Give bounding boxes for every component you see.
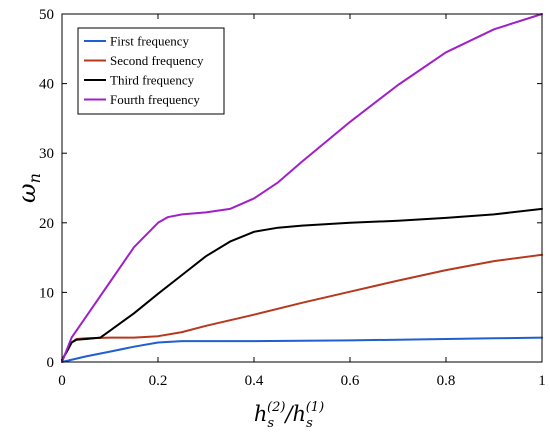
y-tick-label: 0 — [47, 355, 55, 371]
legend-label: Second frequency — [110, 53, 204, 68]
series-line-2 — [61, 253, 543, 361]
y-tick-label: 10 — [39, 285, 54, 301]
x-axis-title: hs(2)/hs(1) — [254, 400, 324, 431]
x-tick-label: 0 — [58, 373, 66, 389]
legend-label: Third frequency — [110, 73, 195, 88]
plot-frame — [61, 13, 543, 363]
x-tick-label: 0.6 — [341, 373, 360, 389]
y-tick-label: 30 — [39, 146, 54, 162]
series-line-3 — [61, 207, 543, 361]
legend-label: First frequency — [110, 34, 190, 49]
x-tick-label: 0.4 — [245, 373, 264, 389]
legend: First frequency Second frequency Third fre… — [77, 27, 225, 115]
series-line-4 — [61, 13, 543, 363]
y-tick-label: 40 — [39, 77, 54, 93]
x-tick-label: 0.2 — [149, 373, 168, 389]
series-lines — [61, 13, 543, 363]
y-tick-label: 50 — [39, 7, 54, 23]
y-tick-label: 20 — [39, 216, 54, 232]
x-tick-label: 0.8 — [437, 373, 456, 389]
x-tick-label: 1 — [538, 373, 546, 389]
y-axis-title: ωn — [13, 173, 44, 203]
series-line-1 — [61, 336, 543, 363]
legend-label: Fourth frequency — [110, 92, 200, 107]
